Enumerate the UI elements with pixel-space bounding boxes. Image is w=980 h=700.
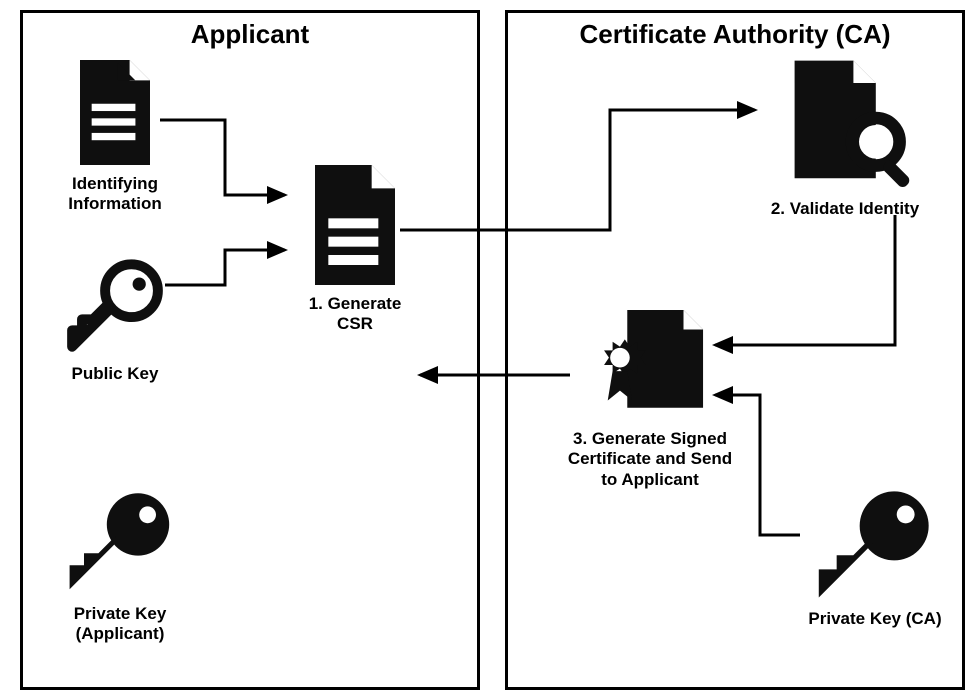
panel-ca-title: Certificate Authority (CA) (508, 19, 962, 50)
node-private-key-applicant: Private Key(Applicant) (50, 485, 190, 645)
document-icon (305, 165, 405, 285)
key-solid-icon (810, 485, 940, 600)
document-search-icon (775, 60, 915, 190)
node-public-key: Public Key (50, 255, 180, 384)
diagram-canvas: Applicant Certificate Authority (CA) Ide… (0, 0, 980, 700)
node-private-key-applicant-label: Private Key(Applicant) (50, 604, 190, 645)
node-validate-identity-label: 2. Validate Identity (760, 199, 930, 219)
node-generate-csr-label: 1. Generate CSR (290, 294, 420, 335)
panel-applicant-title: Applicant (23, 19, 477, 50)
node-private-key-ca-label: Private Key (CA) (800, 609, 950, 629)
node-public-key-label: Public Key (50, 364, 180, 384)
node-private-key-ca: Private Key (CA) (800, 485, 950, 629)
node-signed-cert-label: 3. Generate SignedCertificate and Sendto… (555, 429, 745, 490)
key-solid-icon (60, 485, 180, 595)
node-identifying-info: IdentifyingInformation (60, 60, 170, 215)
node-signed-cert: 3. Generate SignedCertificate and Sendto… (555, 310, 745, 490)
node-generate-csr: 1. Generate CSR (290, 165, 420, 335)
node-validate-identity: 2. Validate Identity (760, 60, 930, 219)
certificate-icon (583, 310, 718, 420)
key-outline-icon (60, 255, 170, 355)
document-icon (70, 60, 160, 165)
node-identifying-info-label: IdentifyingInformation (60, 174, 170, 215)
